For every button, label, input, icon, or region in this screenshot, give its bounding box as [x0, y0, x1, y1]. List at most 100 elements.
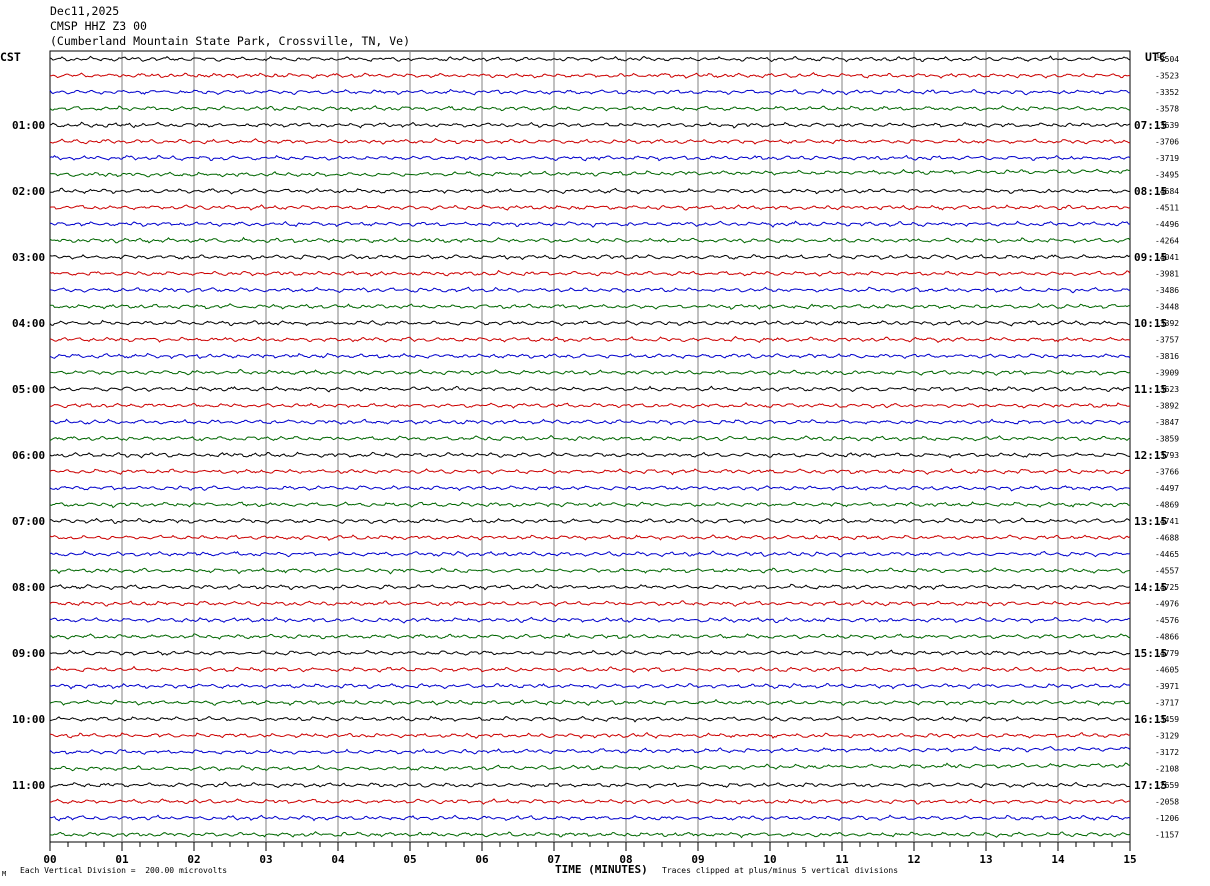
right-hour-label: 14:15 — [1134, 581, 1167, 594]
dc-offset-label: -4866 — [1155, 633, 1179, 642]
x-tick-label: 00 — [43, 853, 56, 866]
dc-offset-label: -3757 — [1155, 336, 1179, 345]
dc-offset-label: -4465 — [1155, 550, 1179, 559]
seismic-trace — [50, 368, 1131, 376]
dc-offset-label: -4511 — [1155, 204, 1179, 213]
left-hour-label: 11:00 — [12, 779, 45, 792]
x-tick-label: 09 — [691, 853, 704, 866]
seismic-trace — [49, 632, 1131, 640]
dc-offset-label: -3892 — [1155, 402, 1179, 411]
x-tick-label: 15 — [1123, 853, 1136, 866]
seismic-trace — [49, 682, 1131, 690]
dc-offset-label: -2108 — [1155, 765, 1179, 774]
seismic-trace — [49, 402, 1131, 409]
seismic-trace — [49, 731, 1131, 739]
right-timezone-label: UTC — [1145, 50, 1166, 64]
x-tick-label: 07 — [547, 853, 560, 866]
dc-offset-label: -4688 — [1155, 534, 1179, 543]
dc-offset-label: -3578 — [1155, 105, 1179, 114]
right-hour-label: 17:15 — [1134, 779, 1167, 792]
seismic-trace — [49, 616, 1130, 624]
x-axis-label: TIME (MINUTES) — [555, 863, 648, 876]
seismic-trace — [49, 269, 1131, 277]
dc-offset-label: -2058 — [1155, 798, 1179, 807]
x-tick-label: 11 — [835, 853, 849, 866]
seismic-trace — [49, 319, 1131, 327]
dc-offset-label: -3859 — [1155, 435, 1179, 444]
right-hour-label: 16:15 — [1134, 713, 1167, 726]
dc-offset-label: -3392 — [1155, 319, 1179, 328]
header-location: (Cumberland Mountain State Park, Crossvi… — [50, 34, 411, 48]
seismic-trace — [49, 105, 1131, 112]
x-tick-label: 08 — [619, 853, 632, 866]
seismic-trace — [49, 665, 1131, 673]
dc-offset-label: -3766 — [1155, 468, 1179, 477]
seismic-trace — [49, 534, 1131, 542]
x-tick-label: 03 — [259, 853, 272, 866]
seismic-trace — [49, 831, 1131, 839]
dc-offset-label: -3486 — [1155, 286, 1179, 295]
seismic-trace — [49, 814, 1131, 822]
right-hour-label: 07:15 — [1134, 119, 1167, 132]
header-station: CMSP HHZ Z3 00 — [50, 19, 147, 33]
dc-offset-label: -3523 — [1155, 72, 1179, 81]
dc-offset-label: -3816 — [1155, 352, 1179, 361]
left-hour-label: 08:00 — [12, 581, 45, 594]
dc-offset-label: -4976 — [1155, 600, 1179, 609]
dc-offset-label: -4684 — [1155, 187, 1179, 196]
seismic-trace — [49, 451, 1131, 459]
dc-offset-label: -4041 — [1155, 253, 1179, 262]
seismic-trace — [49, 55, 1131, 63]
dc-offset-label: -4605 — [1155, 666, 1179, 675]
left-hour-label: 04:00 — [12, 317, 45, 330]
seismic-trace — [49, 88, 1131, 96]
left-hour-label: 07:00 — [12, 515, 45, 528]
dc-offset-label: -3448 — [1155, 303, 1179, 312]
seismic-trace — [49, 154, 1131, 162]
dc-offset-label: -1157 — [1155, 831, 1179, 840]
seismic-trace — [49, 253, 1131, 261]
x-tick-label: 12 — [907, 853, 920, 866]
left-hour-label: 10:00 — [12, 713, 45, 726]
dc-offset-label: -4869 — [1155, 501, 1179, 510]
seismic-trace — [49, 72, 1130, 80]
dc-offset-label: -3706 — [1155, 138, 1179, 147]
scale-note: Each Vertical Division = 200.00 microvol… — [20, 866, 228, 875]
seismic-trace — [49, 352, 1131, 360]
seismic-trace — [49, 204, 1131, 211]
left-hour-label: 03:00 — [12, 251, 45, 264]
seismic-trace — [49, 468, 1131, 476]
right-hour-label: 10:15 — [1134, 317, 1167, 330]
left-timezone-label: CST — [0, 50, 21, 64]
x-tick-label: 02 — [187, 853, 200, 866]
left-hour-label: 05:00 — [12, 383, 45, 396]
right-hour-label: 13:15 — [1134, 515, 1167, 528]
dc-offset-label: -3495 — [1155, 171, 1179, 180]
seismic-trace — [49, 798, 1131, 805]
x-tick-label: 01 — [115, 853, 129, 866]
x-tick-label: 13 — [979, 853, 992, 866]
dc-offset-label: -4557 — [1155, 567, 1179, 576]
seismic-trace — [49, 698, 1131, 706]
seismic-trace — [49, 501, 1131, 509]
dc-offset-label: -4264 — [1155, 237, 1179, 246]
dc-offset-label: -4725 — [1155, 583, 1179, 592]
x-tick-label: 06 — [475, 853, 489, 866]
seismic-trace — [49, 121, 1131, 129]
dc-offset-label: -4497 — [1155, 484, 1179, 493]
seismic-trace — [49, 385, 1131, 393]
dc-offset-label: -4779 — [1155, 649, 1179, 658]
corner-mark: M — [2, 870, 7, 878]
clip-note: Traces clipped at plus/minus 5 vertical … — [662, 866, 899, 875]
x-tick-label: 04 — [331, 853, 345, 866]
right-hour-label: 08:15 — [1134, 185, 1167, 198]
seismic-trace — [49, 550, 1131, 558]
seismic-trace — [49, 762, 1131, 772]
dc-offset-label: -3623 — [1155, 385, 1179, 394]
seismic-trace — [49, 168, 1131, 178]
dc-offset-label: -3981 — [1155, 270, 1179, 279]
dc-offset-label: -3129 — [1155, 732, 1179, 741]
seismic-trace — [49, 517, 1131, 525]
right-hour-label: 12:15 — [1134, 449, 1167, 462]
